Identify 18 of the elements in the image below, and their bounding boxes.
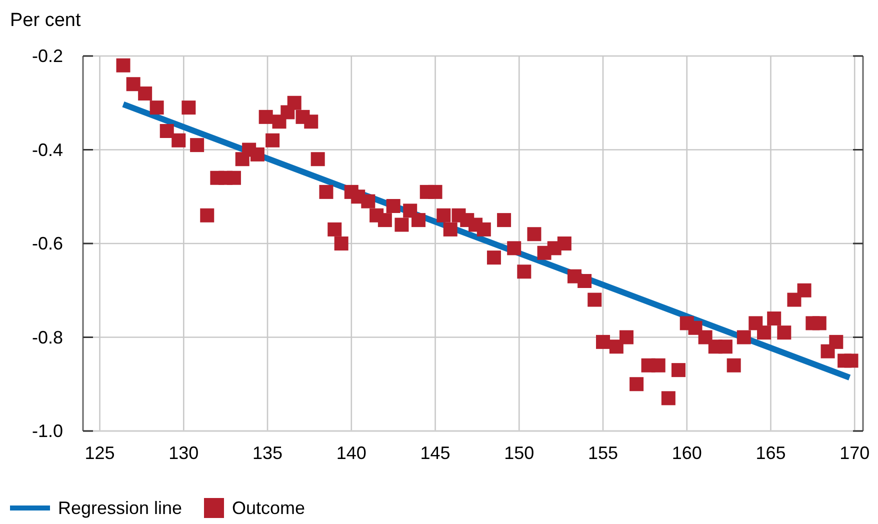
legend-label: Outcome bbox=[232, 498, 306, 518]
y-axis-title: Per cent bbox=[10, 10, 82, 31]
y-tick-label: -1.0 bbox=[32, 421, 63, 441]
x-tick-label: 135 bbox=[252, 443, 283, 463]
x-tick-label: 165 bbox=[756, 443, 786, 463]
x-tick-label: 140 bbox=[336, 443, 366, 463]
legend-label: Regression line bbox=[58, 498, 182, 518]
y-tick-label: -0.4 bbox=[32, 140, 63, 160]
x-tick-label: 125 bbox=[84, 443, 115, 463]
x-tick-label: 170 bbox=[840, 443, 870, 463]
x-tick-label: 155 bbox=[588, 443, 618, 463]
y-tick-label: -0.8 bbox=[32, 327, 63, 348]
x-tick-label: 130 bbox=[168, 443, 199, 463]
y-tick-label: -0.2 bbox=[32, 46, 63, 66]
x-tick-label: 160 bbox=[672, 443, 702, 463]
x-tick-label: 150 bbox=[504, 443, 534, 463]
y-tick-label: -0.6 bbox=[32, 234, 63, 254]
x-tick-label: 145 bbox=[420, 443, 450, 463]
